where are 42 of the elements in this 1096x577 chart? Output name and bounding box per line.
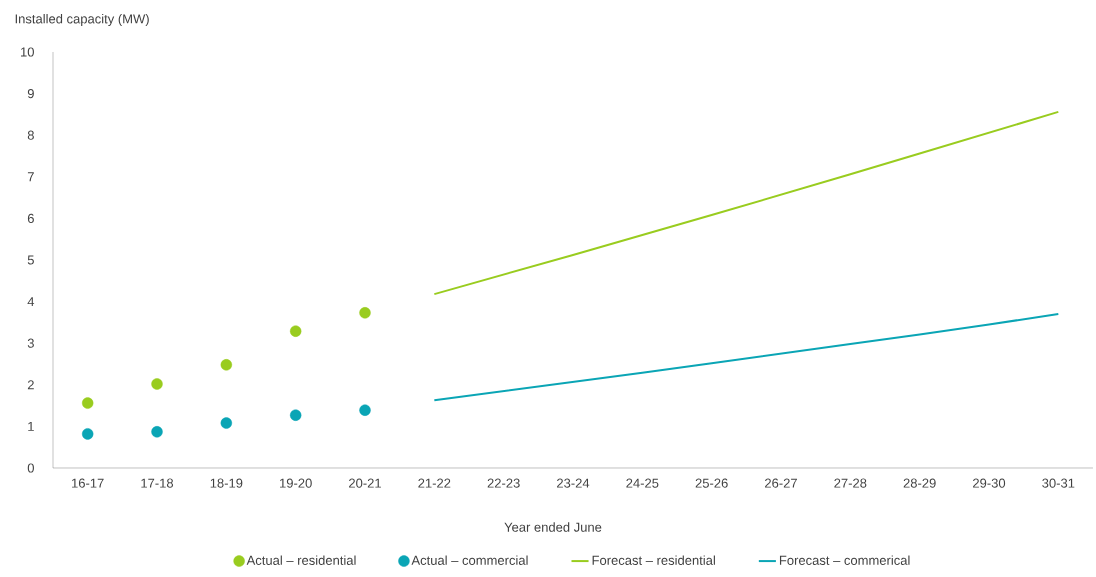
x-tick-label: 25-26 xyxy=(695,478,728,488)
x-tick-label: 29-30 xyxy=(973,478,1006,488)
y-tick-label: 3 xyxy=(27,338,34,348)
point xyxy=(359,404,371,416)
y-tick-label: 4 xyxy=(27,297,35,307)
x-tick-label: 26-27 xyxy=(765,478,797,488)
legend-label: Actual – commercial xyxy=(411,555,528,565)
x-tick-label: 30-31 xyxy=(1042,478,1075,488)
legend-label: Forecast – residential xyxy=(592,555,715,565)
x-tick-label: 16-17 xyxy=(72,478,104,488)
legend-label: Forecast – commerical xyxy=(779,555,910,565)
x-tick-label: 28-29 xyxy=(903,478,936,488)
y-tick-label: 8 xyxy=(27,130,34,140)
y-tick-label: 1 xyxy=(28,421,34,431)
x-tick-label: 19-20 xyxy=(280,478,312,488)
y-tick-label: 9 xyxy=(27,88,34,99)
x-tick-label: 20-21 xyxy=(349,478,381,488)
x-tick-label: 24-25 xyxy=(626,478,659,488)
y-tick-label: 5 xyxy=(27,255,34,265)
y-axis-title: Installed capacity (MW) xyxy=(15,13,149,27)
y-tick-label: 10 xyxy=(21,47,34,57)
y-tick-label: 2 xyxy=(27,380,34,390)
point xyxy=(151,378,163,390)
x-axis-title: Year ended June xyxy=(504,522,602,532)
point xyxy=(151,426,163,438)
point xyxy=(289,409,302,421)
point xyxy=(81,397,94,409)
point xyxy=(220,359,233,371)
y-tick-label: 6 xyxy=(27,213,34,223)
point xyxy=(81,428,94,440)
x-tick-label: 21-22 xyxy=(418,478,451,488)
y-tick-label: 0 xyxy=(27,463,34,473)
x-tick-label: 23-24 xyxy=(557,478,590,488)
x-tick-label: 18-19 xyxy=(210,478,243,488)
x-tick-label: 17-18 xyxy=(141,478,174,488)
point xyxy=(359,307,371,319)
x-tick-label: 27-28 xyxy=(834,478,867,488)
point xyxy=(289,325,302,337)
point xyxy=(220,417,233,429)
y-tick-label: 7 xyxy=(27,172,34,182)
x-tick-label: 22-23 xyxy=(487,478,520,488)
legend-label: Actual – residential xyxy=(246,555,356,565)
